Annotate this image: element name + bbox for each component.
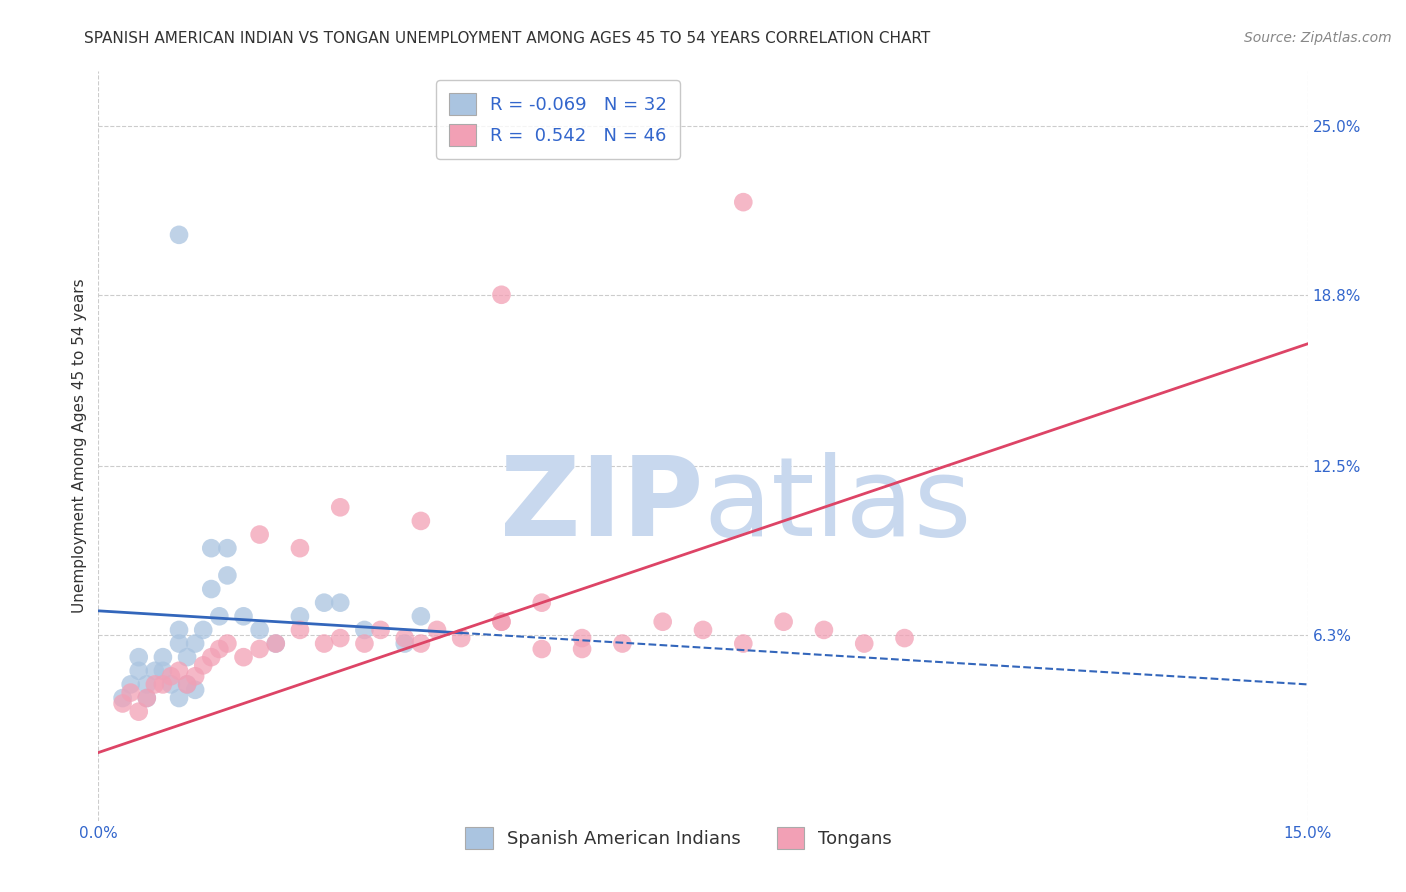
- Point: [193, 658, 215, 673]
- Point: [264, 636, 287, 650]
- Point: [143, 677, 166, 691]
- Point: [893, 631, 915, 645]
- Point: [232, 650, 254, 665]
- Point: [249, 623, 271, 637]
- Point: [135, 691, 157, 706]
- Point: [409, 609, 432, 624]
- Point: [571, 642, 593, 657]
- Point: [111, 697, 134, 711]
- Point: [232, 609, 254, 624]
- Point: [651, 615, 673, 629]
- Point: [394, 631, 416, 645]
- Point: [120, 677, 142, 691]
- Point: [288, 609, 311, 624]
- Point: [208, 642, 231, 657]
- Text: ZIP: ZIP: [499, 452, 703, 559]
- Point: [200, 650, 222, 665]
- Point: [314, 596, 336, 610]
- Point: [314, 636, 336, 650]
- Point: [329, 500, 352, 515]
- Point: [733, 636, 755, 650]
- Point: [135, 691, 157, 706]
- Point: [370, 623, 392, 637]
- Point: [394, 636, 416, 650]
- Point: [409, 514, 432, 528]
- Legend: Spanish American Indians, Tongans: Spanish American Indians, Tongans: [458, 820, 900, 856]
- Point: [491, 615, 513, 629]
- Text: SPANISH AMERICAN INDIAN VS TONGAN UNEMPLOYMENT AMONG AGES 45 TO 54 YEARS CORRELA: SPANISH AMERICAN INDIAN VS TONGAN UNEMPL…: [84, 31, 931, 46]
- Point: [167, 623, 190, 637]
- Point: [143, 664, 166, 678]
- Point: [264, 636, 287, 650]
- Point: [152, 677, 174, 691]
- Point: [167, 636, 190, 650]
- Point: [571, 631, 593, 645]
- Point: [200, 582, 222, 596]
- Point: [450, 631, 472, 645]
- Point: [184, 682, 207, 697]
- Point: [176, 677, 198, 691]
- Point: [217, 636, 239, 650]
- Point: [530, 642, 553, 657]
- Point: [217, 568, 239, 582]
- Point: [152, 650, 174, 665]
- Point: [426, 623, 449, 637]
- Point: [329, 631, 352, 645]
- Point: [193, 623, 215, 637]
- Point: [128, 705, 150, 719]
- Point: [160, 669, 183, 683]
- Text: Source: ZipAtlas.com: Source: ZipAtlas.com: [1244, 31, 1392, 45]
- Point: [491, 615, 513, 629]
- Point: [160, 677, 183, 691]
- Point: [249, 527, 271, 541]
- Point: [853, 636, 876, 650]
- Point: [353, 636, 375, 650]
- Point: [128, 664, 150, 678]
- Point: [128, 650, 150, 665]
- Point: [329, 596, 352, 610]
- Point: [184, 636, 207, 650]
- Point: [733, 195, 755, 210]
- Point: [200, 541, 222, 556]
- Point: [120, 685, 142, 699]
- Point: [772, 615, 794, 629]
- Point: [409, 636, 432, 650]
- Point: [491, 287, 513, 301]
- Point: [208, 609, 231, 624]
- Point: [135, 677, 157, 691]
- Point: [152, 664, 174, 678]
- Point: [217, 541, 239, 556]
- Text: atlas: atlas: [703, 452, 972, 559]
- Point: [288, 623, 311, 637]
- Point: [184, 669, 207, 683]
- Point: [167, 664, 190, 678]
- Point: [692, 623, 714, 637]
- Point: [176, 650, 198, 665]
- Point: [111, 691, 134, 706]
- Point: [813, 623, 835, 637]
- Point: [288, 541, 311, 556]
- Point: [167, 227, 190, 242]
- Point: [167, 691, 190, 706]
- Y-axis label: Unemployment Among Ages 45 to 54 years: Unemployment Among Ages 45 to 54 years: [72, 278, 87, 614]
- Point: [612, 636, 634, 650]
- Point: [530, 596, 553, 610]
- Point: [249, 642, 271, 657]
- Point: [176, 677, 198, 691]
- Point: [353, 623, 375, 637]
